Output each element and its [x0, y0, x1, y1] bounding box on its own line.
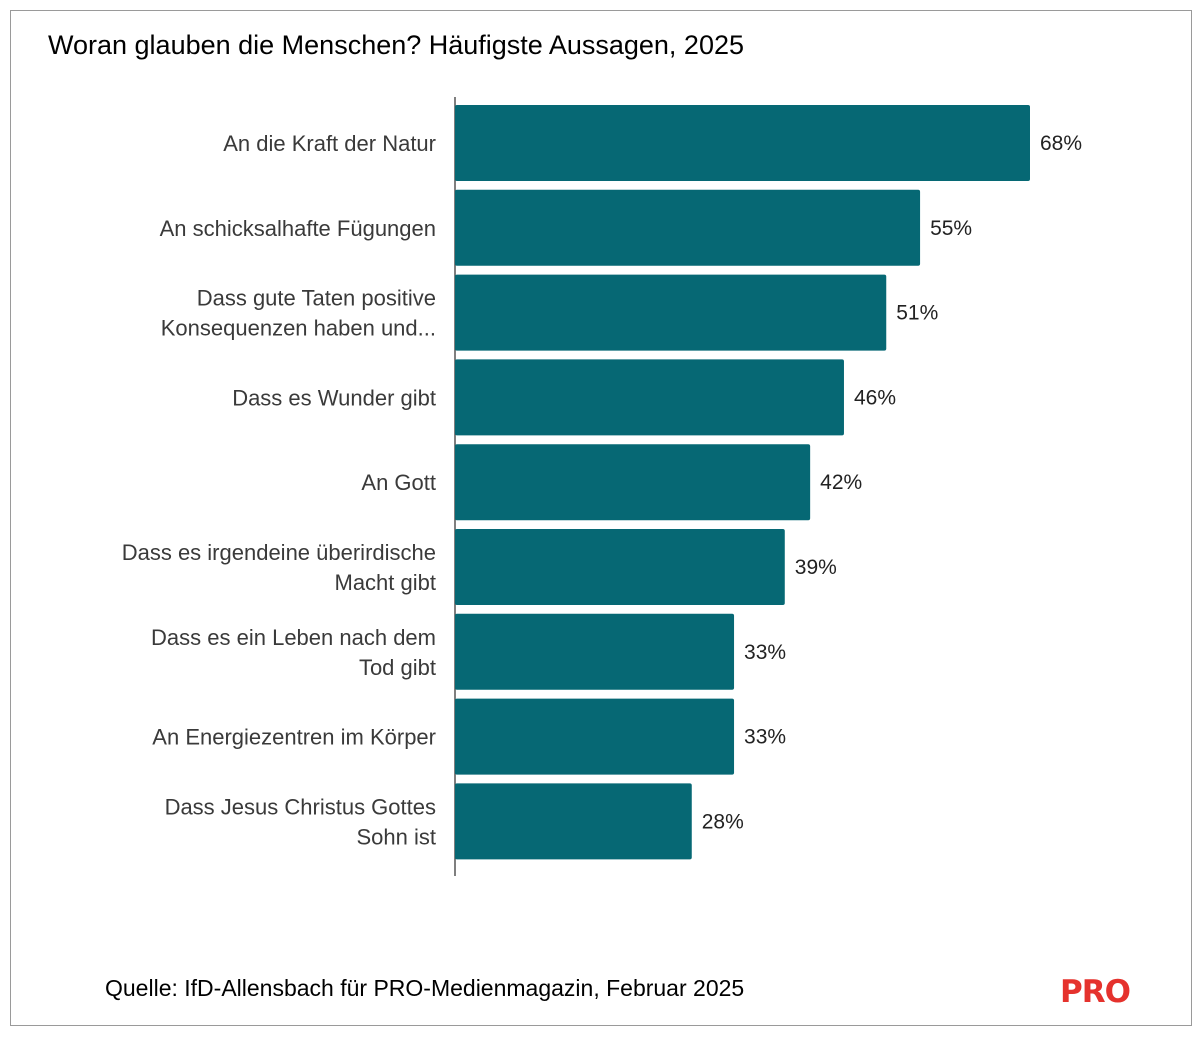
category-label: Dass gute Taten positive: [197, 286, 436, 311]
bar: [455, 698, 735, 775]
category-label: Dass es ein Leben nach dem: [151, 625, 436, 650]
value-label: 68%: [1040, 132, 1082, 155]
source-note: Quelle: IfD-Allensbach für PRO-Medienmag…: [105, 975, 745, 1001]
pro-logo: PRO: [1060, 974, 1131, 1010]
value-label: 39%: [795, 556, 837, 579]
bar: [455, 444, 811, 521]
value-label: 51%: [896, 302, 938, 325]
category-label: Dass Jesus Christus Gottes: [165, 794, 436, 819]
category-label: Macht gibt: [335, 570, 437, 595]
bar: [455, 105, 1030, 181]
value-label: 33%: [744, 641, 786, 664]
category-label: Dass es Wunder gibt: [232, 385, 436, 410]
bar: [455, 274, 887, 351]
category-label: An die Kraft der Natur: [223, 131, 436, 156]
bar: [455, 359, 844, 436]
value-label: 55%: [930, 217, 972, 240]
bar: [455, 783, 692, 860]
bar: [455, 529, 785, 605]
category-label: Tod gibt: [359, 655, 436, 680]
chart-title: Woran glauben die Menschen? Häufigste Au…: [48, 30, 744, 60]
bar: [455, 189, 921, 266]
bars-group: 68% An die Kraft der Natur 55% An schicksal…: [122, 105, 1082, 860]
category-label: Dass es irgendeine überirdische: [122, 540, 436, 565]
category-label: An Gott: [361, 470, 436, 495]
category-label: An schicksalhafte Fügungen: [160, 216, 436, 241]
bar: [455, 613, 735, 690]
category-label: Konsequenzen haben und...: [161, 316, 436, 341]
value-label: 46%: [854, 386, 896, 409]
value-label: 28%: [702, 810, 744, 833]
value-label: 42%: [820, 471, 862, 494]
category-label: Sohn ist: [357, 824, 437, 849]
category-label: An Energiezentren im Körper: [152, 725, 436, 750]
value-label: 33%: [744, 726, 786, 749]
